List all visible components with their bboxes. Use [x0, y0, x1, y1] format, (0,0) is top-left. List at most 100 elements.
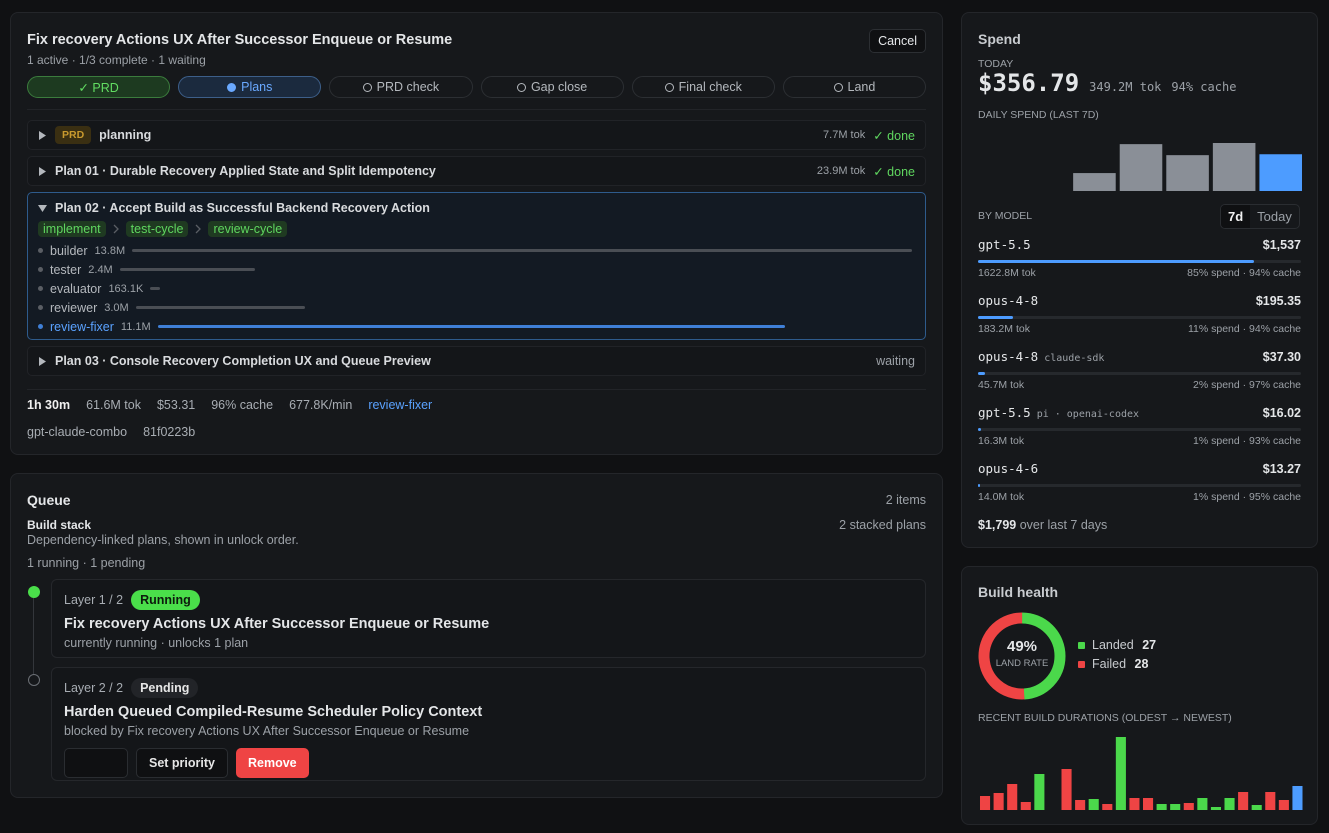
- stage-label: Gap close: [530, 80, 588, 94]
- agent: review-fixer 11.1M: [38, 317, 915, 336]
- legend-label: Failed: [1092, 657, 1127, 671]
- duration-bar: [1034, 774, 1045, 810]
- total-suffix: over last 7 days: [1019, 518, 1108, 532]
- model-row: opus-4-8 claude-sdk $37.30 45.7M tok 2% spen…: [978, 349, 1301, 401]
- model-row: gpt-5.5 $1,537 1622.8M tok 85% spend · 94% …: [978, 237, 1301, 289]
- model-bar: [978, 260, 1254, 263]
- model-provider: pi · openai-codex: [1036, 409, 1140, 420]
- triangle: [39, 166, 46, 176]
- action-button[interactable]: Set priority: [136, 748, 228, 778]
- phase-status: waiting: [876, 354, 915, 368]
- agent-bar: [157, 325, 786, 328]
- spend-title: Spend: [978, 31, 1021, 47]
- model-id: opus-4-8: [978, 293, 1039, 308]
- model-name: gpt-5.5 pi · openai-codex: [978, 405, 1139, 423]
- triangle: [38, 204, 47, 212]
- model-bar: [978, 484, 981, 487]
- model-bar: [978, 316, 1014, 319]
- phase-tokens: 23.9M tok: [816, 165, 866, 177]
- range-toggle: 7d Today: [1220, 204, 1300, 229]
- model-provider: claude-sdk: [1044, 353, 1105, 364]
- chevron: [196, 224, 202, 234]
- queue-title: Queue: [27, 492, 71, 508]
- layer-card: Layer 1 / 2 Running Fix recovery Actions U…: [51, 579, 926, 658]
- summary: 1h 30m 61.6M tok $53.31 96% cache 677.8K/min…: [27, 398, 432, 412]
- stack-progress: 1 running · 1 pending: [27, 556, 146, 570]
- duration-bar: [980, 796, 991, 810]
- run-status: 1 active · 1/3 complete · 1 waiting: [27, 53, 206, 67]
- summary-item: 1h 30m: [27, 398, 71, 412]
- layer-head: Layer 2 / 2 Pending: [64, 678, 913, 698]
- phase-row: PRD planning 7.7M tok ✓ done: [27, 120, 926, 150]
- model-track: [978, 260, 1301, 263]
- stage: Gap close: [480, 76, 624, 98]
- chevron: [113, 224, 119, 234]
- stage-label: Land: [847, 80, 876, 94]
- legend-label: Landed: [1092, 638, 1134, 652]
- model-track: [978, 428, 1301, 431]
- phase-name: Plan 03 · Console Recovery Completion UX…: [55, 354, 431, 368]
- model-id: gpt-5.5: [978, 237, 1031, 252]
- priority-input[interactable]: [64, 748, 128, 778]
- agent-dot: [38, 305, 43, 310]
- meta: gpt-claude-combo 81f0223b: [27, 425, 195, 439]
- stage-label: Final check: [678, 80, 742, 94]
- agent-dot: [38, 248, 43, 253]
- health-panel: Build health 49% LAND RATE Landed 27 Fai…: [961, 566, 1318, 825]
- model-row: opus-4-6 $13.27 14.0M tok 1% spend · 95% ca…: [978, 461, 1301, 513]
- model-share: 1% spend · 95% cache: [1193, 491, 1301, 503]
- agent-tokens: 3.0M: [104, 301, 129, 314]
- legend-value: 27: [1142, 638, 1157, 652]
- phases: PRD planning 7.7M tok ✓ done Plan 01 · Durab…: [27, 120, 926, 376]
- duration-bar: [1061, 769, 1072, 810]
- layer-label: Layer 2 / 2: [64, 681, 124, 695]
- model-tokens: 16.3M tok: [978, 435, 1025, 447]
- range-option[interactable]: 7d: [1221, 205, 1251, 228]
- today-tokens: 349.2M tok: [1089, 80, 1162, 94]
- stage-icon: [227, 82, 237, 92]
- phase-name: planning: [99, 128, 152, 142]
- duration-bar: [1238, 792, 1249, 810]
- stage: Land: [782, 76, 927, 98]
- disclosure-icon: [39, 166, 46, 176]
- stage-icon: [362, 82, 372, 92]
- layer-actions: Set priority Remove: [64, 748, 913, 778]
- model-row: opus-4-8 $195.35 183.2M tok 11% spend · 94%…: [978, 293, 1301, 345]
- phase-tokens: 7.7M tok: [823, 129, 866, 141]
- agent-tokens: 13.8M: [94, 244, 126, 257]
- model-cost: $13.27: [1262, 462, 1301, 476]
- layer-detail: blocked by Fix recovery Actions UX After…: [64, 724, 470, 738]
- summary-item: 96% cache: [211, 398, 274, 412]
- by-model-title: BY MODEL: [978, 210, 1033, 222]
- duration-bar: [1265, 792, 1276, 810]
- chevron-path: [113, 224, 119, 234]
- daily-chart: [1073, 143, 1302, 191]
- layer-head: Layer 1 / 2 Running: [64, 590, 913, 610]
- phase-status: ✓ done: [873, 164, 915, 179]
- model-share: 2% spend · 97% cache: [1193, 379, 1301, 391]
- layer-title: Fix recovery Actions UX After Successor …: [64, 616, 490, 632]
- model-id: gpt-5.5: [978, 405, 1031, 420]
- chevron-path: [196, 224, 202, 234]
- agent: tester 2.4M: [38, 260, 915, 279]
- plan-name: Plan 02 · Accept Build as Successful Bac…: [55, 201, 430, 215]
- layer-label: Layer 1 / 2: [64, 593, 124, 607]
- model-tokens: 183.2M tok: [978, 323, 1030, 335]
- range-option[interactable]: Today: [1257, 209, 1292, 224]
- step: implement: [38, 221, 106, 237]
- phase-name: Plan 01 · Durable Recovery Applied State…: [55, 164, 436, 178]
- duration-bar: [1183, 803, 1194, 810]
- duration-bar: [1224, 798, 1235, 810]
- land-rate-donut: [978, 612, 1066, 700]
- cancel-button[interactable]: Cancel: [869, 29, 926, 53]
- stack-title: Build stack: [27, 518, 92, 532]
- total-value: $1,799: [978, 518, 1017, 532]
- action-button[interactable]: Remove: [236, 748, 309, 778]
- duration-bar: [1007, 784, 1018, 810]
- summary-item: 61.6M tok: [86, 398, 141, 412]
- model-share: 1% spend · 93% cache: [1193, 435, 1301, 447]
- triangle: [39, 130, 46, 140]
- agent: evaluator 163.1K: [38, 279, 915, 298]
- duration-bar: [1251, 805, 1262, 810]
